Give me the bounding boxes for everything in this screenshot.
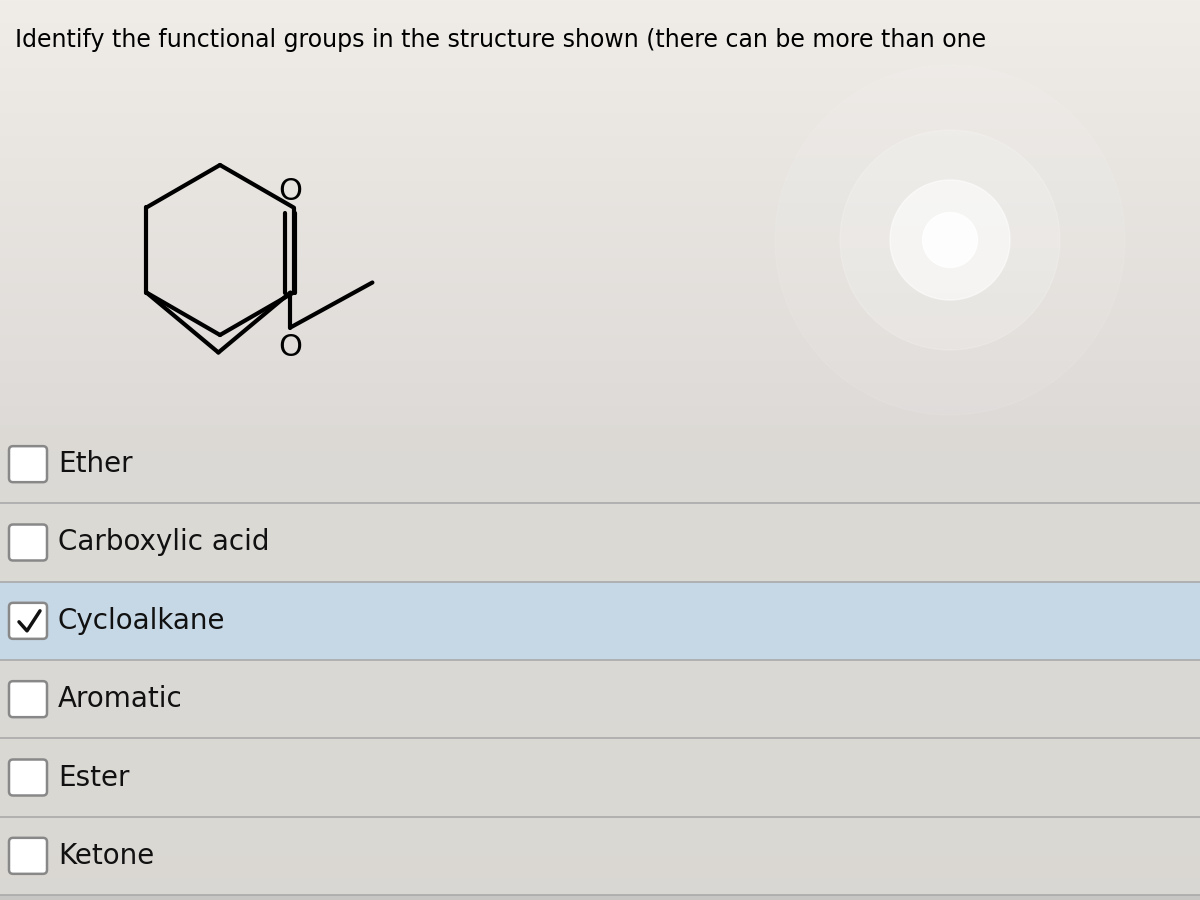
FancyBboxPatch shape	[0, 738, 1200, 816]
Text: Ether: Ether	[58, 450, 133, 478]
FancyBboxPatch shape	[0, 660, 1200, 738]
Ellipse shape	[775, 65, 1126, 415]
FancyBboxPatch shape	[10, 681, 47, 717]
FancyBboxPatch shape	[10, 446, 47, 482]
Text: Carboxylic acid: Carboxylic acid	[58, 528, 270, 556]
FancyBboxPatch shape	[10, 838, 47, 874]
Ellipse shape	[923, 212, 978, 267]
FancyBboxPatch shape	[0, 503, 1200, 581]
Text: Ketone: Ketone	[58, 842, 155, 869]
FancyBboxPatch shape	[0, 816, 1200, 895]
Ellipse shape	[890, 180, 1010, 300]
Text: O: O	[278, 177, 302, 206]
FancyBboxPatch shape	[0, 425, 1200, 503]
Text: Cycloalkane: Cycloalkane	[58, 607, 226, 634]
Text: Aromatic: Aromatic	[58, 685, 182, 713]
FancyBboxPatch shape	[0, 581, 1200, 660]
Ellipse shape	[840, 130, 1060, 350]
Text: O: O	[278, 334, 302, 363]
Text: Identify the functional groups in the structure shown (there can be more than on: Identify the functional groups in the st…	[14, 28, 986, 52]
FancyBboxPatch shape	[10, 603, 47, 639]
FancyBboxPatch shape	[10, 525, 47, 561]
FancyBboxPatch shape	[10, 760, 47, 796]
Text: Ester: Ester	[58, 763, 130, 791]
